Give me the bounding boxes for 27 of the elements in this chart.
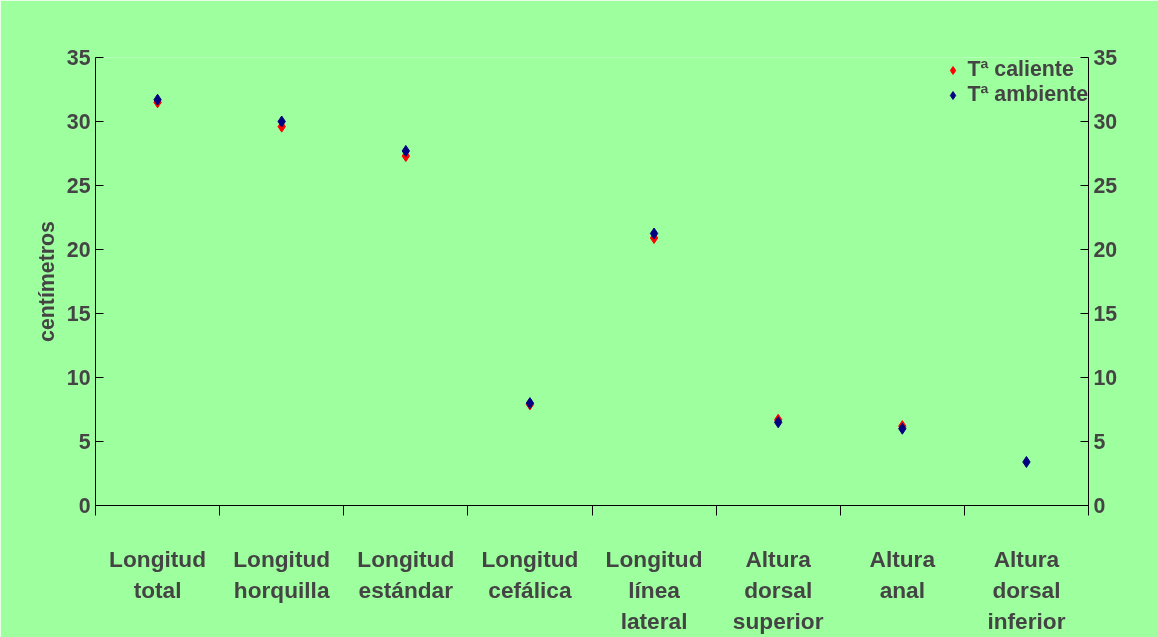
legend-label: Tª ambiente [967,82,1088,107]
x-tick-label: Longitud estándar [357,545,455,603]
y-tick-label: 5 [78,430,91,454]
y-tick-label: 10 [66,366,91,390]
y2-tick-label: 20 [1093,238,1118,262]
x-tick-label: Altura dorsal inferior [987,545,1066,634]
y2-tick-label: 30 [1093,110,1118,134]
x-tick-label: Longitud cefálica [481,545,579,603]
y2-tick-label: 5 [1093,430,1106,454]
y2-tick-label: 35 [1093,46,1118,70]
x-tick-label: Altura anal [869,545,936,603]
y-tick-label: 25 [66,174,91,198]
x-tick-label: Longitud total [109,545,207,603]
y-tick-label: 20 [66,238,91,262]
y2-tick-label: 15 [1093,302,1118,326]
x-tick-label: Longitud horquilla [233,545,331,603]
y-tick-label: 15 [66,302,91,326]
y2-tick-label: 10 [1093,366,1118,390]
x-tick-label: Altura dorsal superior [732,545,824,634]
y2-tick-label: 25 [1093,174,1118,198]
y-tick-label: 35 [66,46,91,70]
x-tick-label: Longitud línea lateral [605,545,703,634]
y2-tick-label: 0 [1093,494,1106,518]
y-axis-title: centímetros [34,221,59,342]
y-tick-label: 30 [66,110,91,134]
legend-label: Tª caliente [967,57,1074,82]
y-tick-label: 0 [78,494,91,518]
